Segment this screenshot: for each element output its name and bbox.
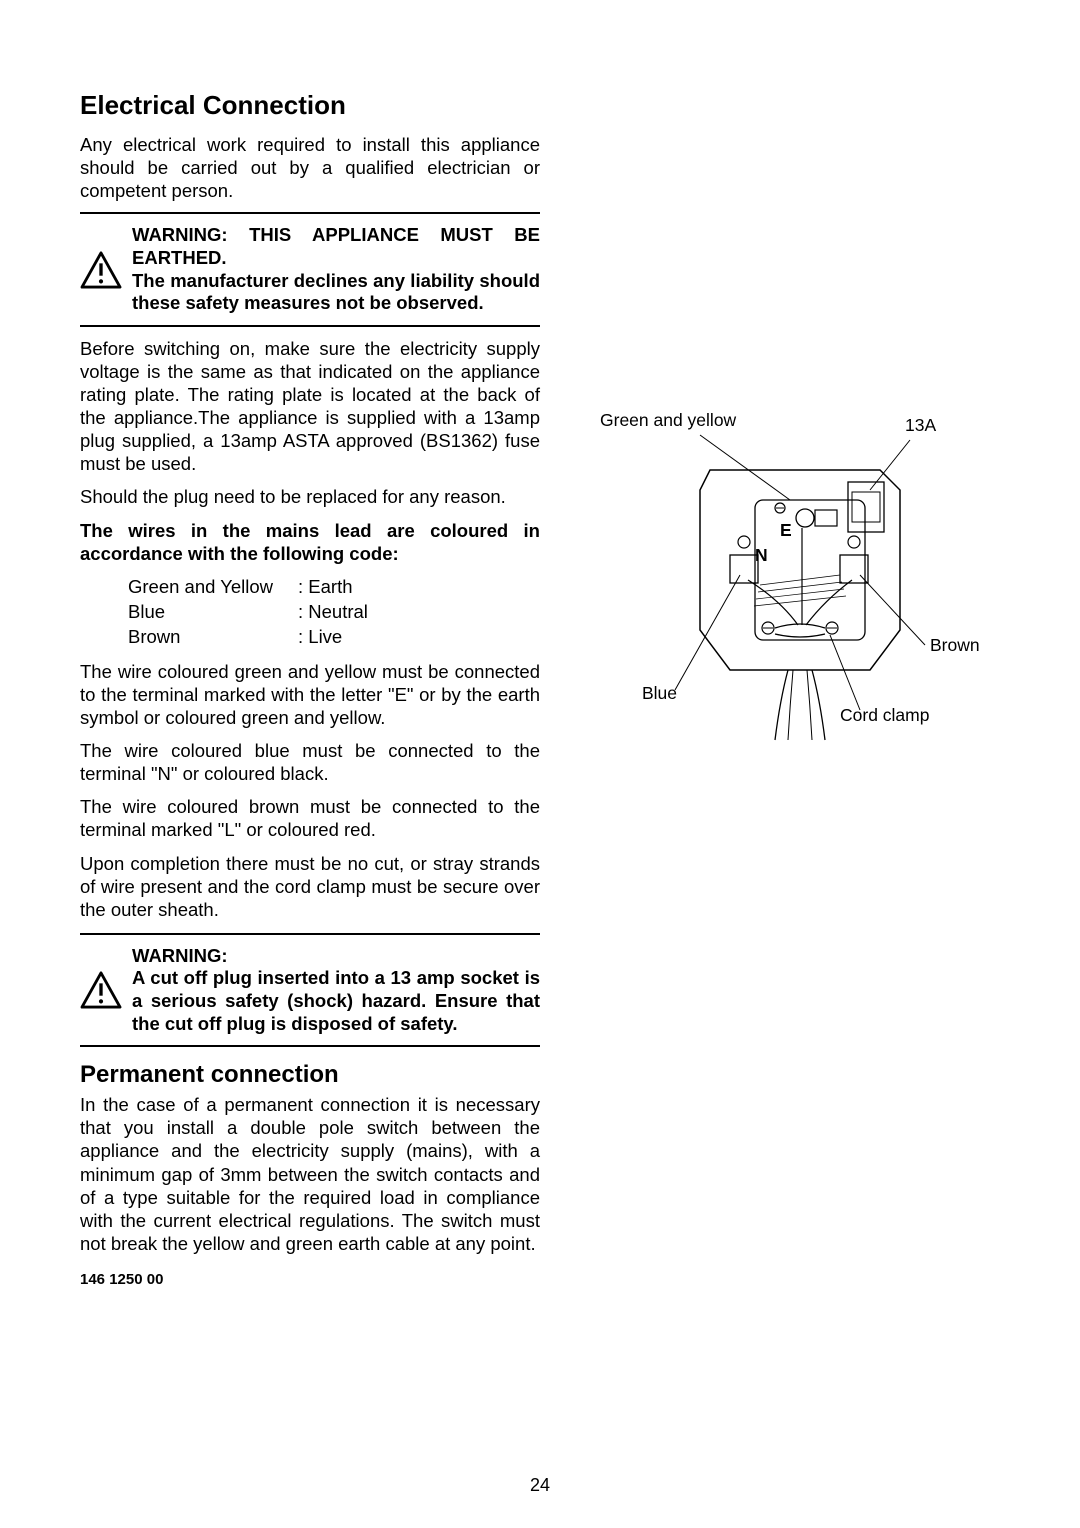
paragraph-3: The wire coloured green and yellow must … <box>80 660 540 729</box>
warning-icon <box>80 971 122 1009</box>
wire-row: Blue : Neutral <box>128 600 540 625</box>
divider <box>80 212 540 214</box>
wire-label: Blue <box>128 600 298 625</box>
paragraph-2: Should the plug need to be replaced for … <box>80 485 540 508</box>
diagram-label-brown: Brown <box>930 635 980 656</box>
bold-paragraph: The wires in the mains lead are coloured… <box>80 519 540 565</box>
wire-label: Brown <box>128 625 298 650</box>
divider <box>80 933 540 935</box>
warning-text-1: WARNING: THIS APPLIANCE MUST BE EARTHED.… <box>132 224 540 314</box>
page-title: Electrical Connection <box>80 90 540 121</box>
paragraph-6: Upon completion there must be no cut, or… <box>80 852 540 921</box>
warning-block-1: WARNING: THIS APPLIANCE MUST BE EARTHED.… <box>80 220 540 318</box>
plug-diagram: Green and yellow 13A E N Brown Blue Cord… <box>580 410 1020 750</box>
divider <box>80 325 540 327</box>
diagram-label-13a: 13A <box>905 415 936 436</box>
warning-line-2a: WARNING: <box>132 945 228 966</box>
permanent-paragraph: In the case of a permanent connection it… <box>80 1093 540 1255</box>
warning-line-1b: The manufacturer declines any liability … <box>132 270 540 314</box>
diagram-label-e: E <box>780 520 792 541</box>
document-id: 146 1250 00 <box>80 1271 540 1288</box>
intro-paragraph: Any electrical work required to install … <box>80 133 540 202</box>
diagram-label-blue: Blue <box>642 683 677 704</box>
warning-line-2b: A cut off plug inserted into a 13 amp so… <box>132 967 540 1033</box>
wire-label: Green and Yellow <box>128 575 298 600</box>
diagram-label-green-yellow: Green and yellow <box>600 410 736 431</box>
warning-text-2: WARNING: A cut off plug inserted into a … <box>132 945 540 1035</box>
wire-value: : Earth <box>298 575 540 600</box>
wire-row: Green and Yellow : Earth <box>128 575 540 600</box>
warning-icon <box>80 251 122 289</box>
wire-value: : Neutral <box>298 600 540 625</box>
diagram-label-n: N <box>755 545 768 566</box>
divider <box>80 1045 540 1047</box>
warning-block-2: WARNING: A cut off plug inserted into a … <box>80 941 540 1039</box>
wire-row: Brown : Live <box>128 625 540 650</box>
paragraph-1: Before switching on, make sure the elect… <box>80 337 540 476</box>
diagram-label-cord-clamp: Cord clamp <box>840 705 929 726</box>
page-number: 24 <box>530 1475 550 1496</box>
wire-table: Green and Yellow : Earth Blue : Neutral … <box>128 575 540 650</box>
warning-line-1a: WARNING: THIS APPLIANCE MUST BE EARTHED. <box>132 224 540 268</box>
wire-value: : Live <box>298 625 540 650</box>
paragraph-5: The wire coloured brown must be connecte… <box>80 795 540 841</box>
subheading: Permanent connection <box>80 1061 540 1089</box>
paragraph-4: The wire coloured blue must be connected… <box>80 739 540 785</box>
